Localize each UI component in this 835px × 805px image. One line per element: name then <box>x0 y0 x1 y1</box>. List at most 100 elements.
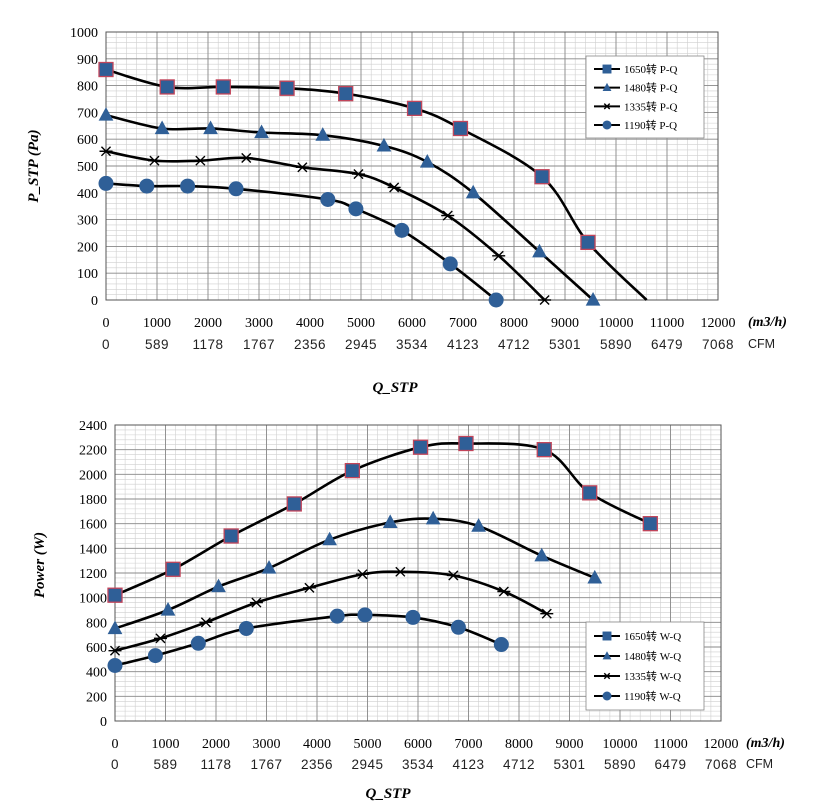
data-point <box>348 201 364 217</box>
cfm-tick-label: 1178 <box>200 757 231 772</box>
legend-label: 1650转 P-Q <box>624 62 678 76</box>
cfm-tick-label: 4123 <box>447 337 479 352</box>
data-point <box>465 184 481 199</box>
cfm-tick-labels: 0 589 1178 1767 2356 2945 3534 4123 4712 5301 5890… <box>102 337 734 352</box>
data-point <box>139 178 155 194</box>
cfm-unit-label: CFM <box>746 757 773 771</box>
y-tick-labels: 0 200 400 600 800 1000 1200 1400 1600 1800 2000 220… <box>79 419 107 730</box>
data-point <box>315 127 331 141</box>
data-point <box>153 633 167 644</box>
x-tick-label: 10000 <box>603 737 638 752</box>
cfm-tick-label: 4712 <box>503 757 535 772</box>
data-point <box>425 510 441 525</box>
data-point <box>357 607 373 623</box>
x-tick-label: 8000 <box>500 316 528 331</box>
x-tick-label: 3000 <box>245 316 273 331</box>
y-tick-label: 1000 <box>79 592 107 607</box>
data-point <box>154 120 170 135</box>
y-tick-label: 600 <box>86 641 107 656</box>
plot-border <box>114 424 722 722</box>
data-point <box>98 107 114 121</box>
x-unit-label: (m3/h) <box>746 736 785 751</box>
data-point <box>642 516 658 532</box>
x-unit-label: (m3/h) <box>748 315 787 330</box>
legend-marker <box>602 691 612 701</box>
cfm-unit-label: CFM <box>748 337 775 351</box>
data-point <box>587 569 603 584</box>
data-point <box>405 609 421 625</box>
y-tick-label: 200 <box>86 690 107 705</box>
data-point <box>344 462 361 479</box>
data-point <box>582 485 598 501</box>
cfm-tick-label: 1178 <box>192 337 223 352</box>
x-tick-label: 6000 <box>404 737 432 752</box>
cfm-tick-label: 7068 <box>702 337 734 352</box>
series-line <box>114 441 651 597</box>
data-point <box>254 124 269 139</box>
cfm-tick-label: 3534 <box>396 337 428 352</box>
y-tick-label: 2400 <box>79 419 107 434</box>
data-point <box>223 528 239 544</box>
data-point <box>532 243 547 258</box>
data-point <box>322 531 337 546</box>
cfm-tick-label: 3534 <box>402 757 434 772</box>
x-tick-label: 7000 <box>449 316 477 331</box>
y-tick-label: 800 <box>86 616 107 631</box>
data-point <box>540 608 554 619</box>
y-tick-label: 2000 <box>79 468 107 483</box>
x-tick-label: 0 <box>103 316 110 331</box>
data-point <box>538 294 552 306</box>
cfm-tick-label: 2945 <box>345 337 377 352</box>
data-point <box>458 435 474 452</box>
legend-label: 1335转 W-Q <box>624 669 681 683</box>
x-tick-label: 9000 <box>551 316 579 331</box>
y-tick-label: 1400 <box>79 542 107 557</box>
cfm-tick-labels: 0 589 1178 1767 2356 2945 3534 4123 4712 5301 5890… <box>111 757 737 772</box>
data-point <box>249 597 263 608</box>
legend-marker <box>603 103 611 110</box>
x-tick-label: 12000 <box>701 316 736 331</box>
legend-marker <box>602 82 612 92</box>
data-point <box>108 645 122 656</box>
x-tick-label: 9000 <box>556 737 584 752</box>
series-line <box>105 113 594 301</box>
data-point <box>159 79 175 95</box>
y-tick-label: 700 <box>77 106 98 121</box>
cfm-tick-label: 0 <box>102 337 110 352</box>
y-tick-label: 300 <box>77 214 98 229</box>
plot-border <box>105 31 719 301</box>
data-point <box>238 621 254 636</box>
data-point <box>239 152 253 164</box>
data-point <box>393 566 407 577</box>
y-tick-label: 500 <box>77 160 98 175</box>
data-point <box>180 178 196 194</box>
x-axis-title: Q_STP <box>373 380 419 396</box>
data-point <box>98 61 114 78</box>
x-tick-label: 5000 <box>354 737 382 752</box>
data-point <box>193 155 207 166</box>
cfm-tick-label: 4123 <box>452 757 484 772</box>
data-point <box>261 560 277 574</box>
data-point <box>211 578 226 593</box>
data-point <box>452 120 469 137</box>
data-point <box>99 146 113 157</box>
legend-label: 1480转 P-Q <box>624 81 678 95</box>
data-point <box>160 602 176 616</box>
cfm-tick-label: 589 <box>153 757 177 772</box>
x-tick-label: 12000 <box>704 737 739 752</box>
data-point <box>215 79 231 95</box>
x-tick-label: 5000 <box>347 316 375 331</box>
y-tick-label: 1800 <box>79 493 107 508</box>
data-point <box>394 222 410 238</box>
x-tick-label: 4000 <box>303 737 331 752</box>
data-point <box>329 608 345 624</box>
x-tick-label: 4000 <box>296 316 324 331</box>
x-tick-label: 11000 <box>653 737 687 752</box>
pressure-flow-chart: 0 100 200 300 400 500 600 700 800 900 1000 0 1000 20… <box>26 26 787 396</box>
data-point <box>442 256 458 272</box>
legend-label: 1190转 W-Q <box>624 689 681 703</box>
data-point <box>351 168 365 180</box>
legend-marker <box>602 631 612 641</box>
x-tick-label: 10000 <box>599 316 634 331</box>
